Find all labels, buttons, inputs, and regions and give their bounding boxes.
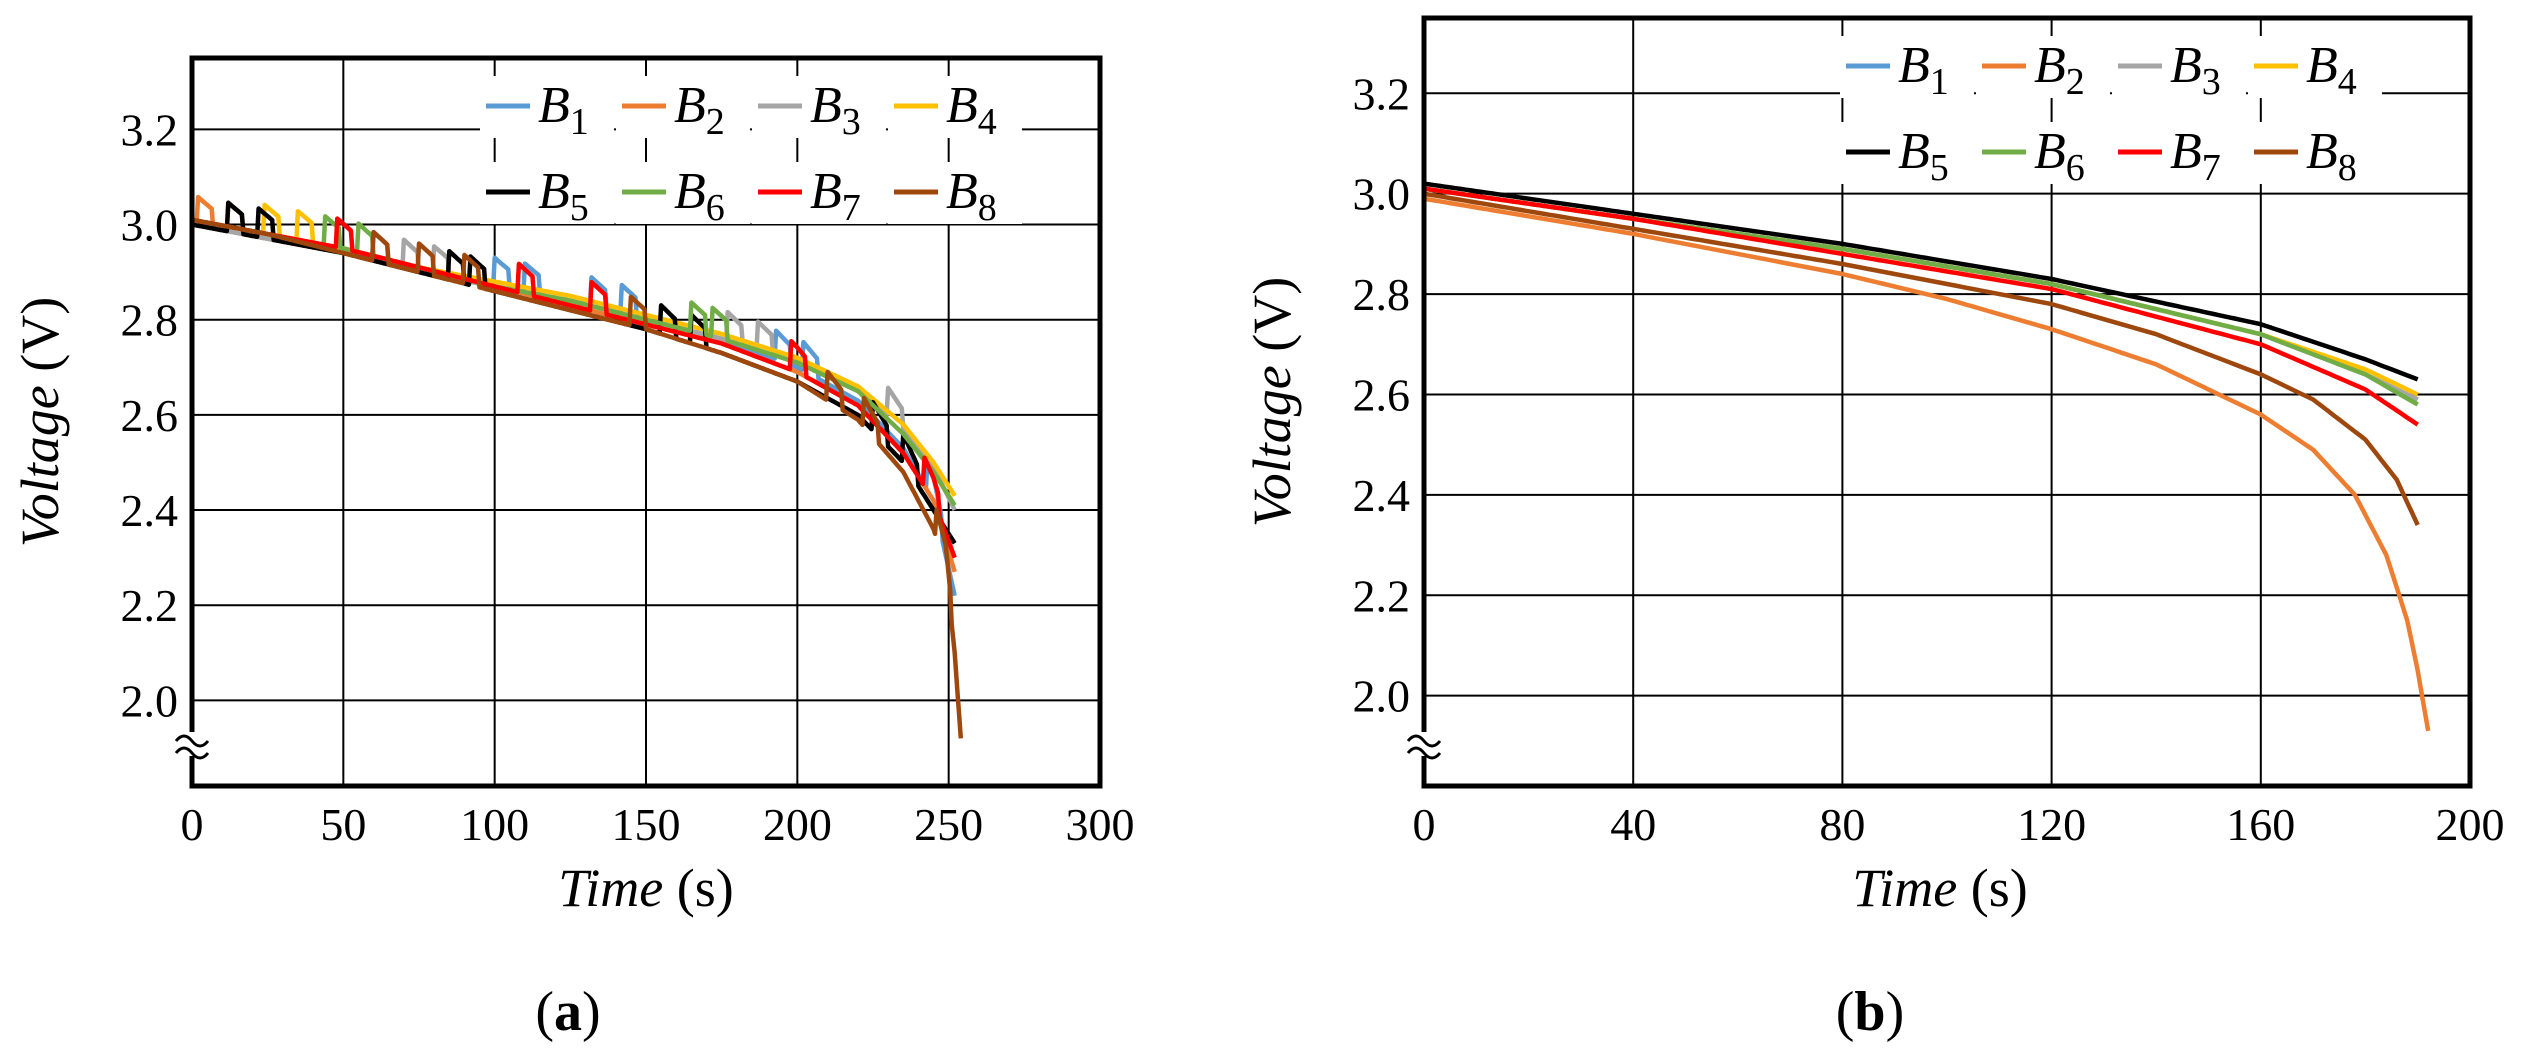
x-tick-label: 0 [181, 799, 204, 850]
legend-item-b4: B4 [888, 76, 1022, 143]
legend-label: B3 [2170, 37, 2221, 103]
series-group-a [191, 194, 964, 739]
legend-item-b5: B5 [1840, 122, 1974, 189]
legend-label: B4 [946, 77, 997, 143]
axis-break-wave [1406, 746, 1442, 760]
y-tick-label: 2.6 [121, 390, 179, 441]
legend-item-b1: B1 [480, 76, 614, 143]
x-tick-label: 50 [320, 799, 366, 850]
legend-a: B1 B2 B3 B4 B5 B6 B7 B8 [480, 76, 1022, 229]
y-tick-label: 3.0 [1353, 169, 1411, 220]
legend-item-b7: B7 [2112, 122, 2246, 189]
y-tick-label: 2.2 [1353, 570, 1411, 621]
panel-label-a: (a) [535, 981, 600, 1043]
legend-label: B5 [538, 163, 589, 229]
x-tick-label: 40 [1610, 799, 1656, 850]
y-tick-label: 2.2 [121, 580, 179, 631]
legend-item-b2: B2 [1976, 36, 2110, 103]
x-tick-label: 250 [914, 799, 983, 850]
legend-label: B3 [810, 77, 861, 143]
plot-frame-b [1421, 15, 2473, 789]
axis-break-wave [174, 734, 210, 748]
legend-label: B1 [538, 77, 589, 143]
legend-item-b6: B6 [1976, 122, 2110, 189]
axis-break-wave [1406, 734, 1442, 748]
legend-item-b8: B8 [2248, 122, 2382, 189]
series-line-b-b7 [1423, 186, 2419, 427]
y-tick-label: 2.4 [121, 485, 179, 536]
axis-break-icon [174, 732, 210, 760]
legend-label: B7 [2170, 123, 2221, 189]
axis-break-icon [1406, 732, 1442, 760]
legend-label: B6 [2034, 123, 2085, 189]
x-tick-label: 200 [763, 799, 832, 850]
legend-label: B6 [674, 163, 725, 229]
legend-item-b3: B3 [2112, 36, 2246, 103]
legend-b: B1 B2 B3 B4 B5 B6 B7 B8 [1840, 36, 2382, 189]
x-tick-label: 200 [2436, 799, 2505, 850]
legend-item-b5: B5 [480, 162, 614, 229]
y-tick-label: 2.8 [121, 295, 179, 346]
x-axis-title-b: Time (s) [1852, 858, 2028, 918]
chart-b: 0 40 80 120 160 200 2.0 2.2 2.4 2.6 2.8 3.0 3.2 Time … [1242, 15, 2505, 1043]
series-line-b-b2 [1423, 196, 2431, 732]
legend-label: B5 [1898, 123, 1949, 189]
series-line-b-b5 [1423, 181, 2419, 382]
series-line-a-b8 [191, 217, 964, 739]
legend-item-b1: B1 [1840, 36, 1974, 103]
x-tick-label: 80 [1819, 799, 1865, 850]
y-tick-label: 2.6 [1353, 369, 1411, 420]
x-tick-label: 100 [460, 799, 529, 850]
y-axis-title-b: Voltage (V) [1242, 277, 1302, 527]
y-tick-label: 3.0 [121, 200, 179, 251]
legend-label: B2 [674, 77, 725, 143]
legend-item-b6: B6 [616, 162, 750, 229]
y-tick-label: 3.2 [1353, 68, 1411, 119]
x-tick-label: 300 [1066, 799, 1135, 850]
x-tick-label: 160 [2226, 799, 2295, 850]
axis-break-wave [174, 746, 210, 760]
chart-a: 0 50 100 150 200 250 300 2.0 2.2 2.4 2.6 2.8 3.0 3.2 T… [10, 55, 1135, 1043]
legend-item-b4: B4 [2248, 36, 2382, 103]
series-group-b [1423, 181, 2431, 732]
x-tick-label: 150 [612, 799, 681, 850]
y-tick-label: 2.0 [121, 675, 179, 726]
y-tick-label: 2.8 [1353, 269, 1411, 320]
legend-item-b2: B2 [616, 76, 750, 143]
legend-item-b8: B8 [888, 162, 1022, 229]
legend-label: B1 [1898, 37, 1949, 103]
legend-item-b7: B7 [752, 162, 886, 229]
x-tick-label: 120 [2017, 799, 2086, 850]
x-axis-title-a: Time (s) [558, 858, 734, 918]
plot-frame-a [189, 55, 1103, 789]
legend-label: B8 [946, 163, 997, 229]
legend-label: B8 [2306, 123, 2357, 189]
y-axis-title-a: Voltage (V) [10, 297, 70, 547]
panel-label-b: (b) [1836, 981, 1904, 1043]
x-tick-label: 0 [1413, 799, 1436, 850]
legend-label: B2 [2034, 37, 2085, 103]
legend-label: B4 [2306, 37, 2357, 103]
series-line-b-b8 [1423, 191, 2420, 526]
y-tick-label: 2.4 [1353, 470, 1411, 521]
y-tick-label: 2.0 [1353, 671, 1411, 722]
y-tick-label: 3.2 [121, 104, 179, 155]
legend-label: B7 [810, 163, 861, 229]
legend-item-b3: B3 [752, 76, 886, 143]
